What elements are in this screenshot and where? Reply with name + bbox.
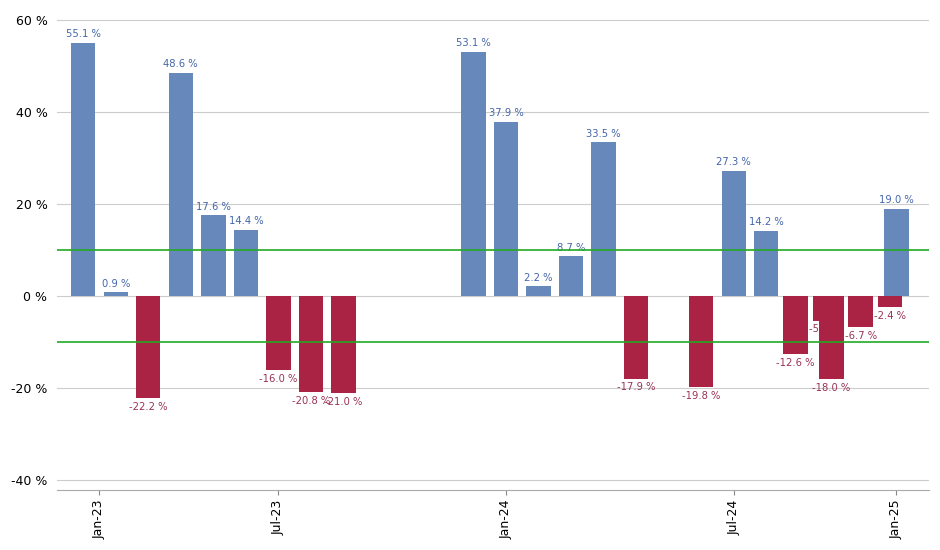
Bar (266, 296, 290, 370)
Text: -17.9 %: -17.9 % (617, 382, 655, 392)
Bar (462, 52, 486, 296)
Bar (754, 231, 778, 296)
Text: 53.1 %: 53.1 % (456, 39, 491, 48)
Text: -16.0 %: -16.0 % (259, 373, 298, 383)
Bar (689, 296, 713, 387)
Bar (624, 296, 649, 378)
Text: -18.0 %: -18.0 % (812, 383, 851, 393)
Bar (331, 296, 355, 393)
Bar (885, 209, 909, 296)
Text: 8.7 %: 8.7 % (556, 243, 586, 252)
Bar (783, 296, 807, 354)
Text: 48.6 %: 48.6 % (164, 59, 198, 69)
Text: 55.1 %: 55.1 % (66, 29, 101, 39)
Text: 14.2 %: 14.2 % (749, 217, 784, 227)
Text: 27.3 %: 27.3 % (716, 157, 751, 167)
Text: -5.3 %: -5.3 % (808, 324, 840, 334)
Bar (722, 170, 746, 296)
Bar (299, 296, 323, 392)
Bar (849, 296, 872, 327)
Text: 33.5 %: 33.5 % (587, 129, 621, 139)
Text: -6.7 %: -6.7 % (844, 331, 877, 341)
Text: -20.8 %: -20.8 % (291, 395, 330, 406)
Bar (878, 296, 902, 307)
Text: 37.9 %: 37.9 % (489, 108, 524, 118)
Bar (494, 122, 518, 296)
Text: -21.0 %: -21.0 % (324, 397, 363, 406)
Bar (103, 292, 128, 296)
Bar (201, 216, 226, 296)
Text: 19.0 %: 19.0 % (879, 195, 914, 205)
Text: 14.4 %: 14.4 % (228, 216, 263, 227)
Bar (234, 230, 258, 296)
Text: -12.6 %: -12.6 % (776, 358, 815, 368)
Text: 17.6 %: 17.6 % (196, 202, 230, 212)
Bar (559, 256, 584, 296)
Text: -19.8 %: -19.8 % (682, 391, 720, 401)
Bar (168, 73, 193, 296)
Text: -2.4 %: -2.4 % (874, 311, 906, 321)
Text: -22.2 %: -22.2 % (129, 402, 167, 412)
Bar (812, 296, 837, 321)
Bar (136, 296, 161, 398)
Bar (526, 286, 551, 296)
Bar (71, 43, 96, 296)
Bar (819, 296, 843, 379)
Text: 0.9 %: 0.9 % (102, 278, 130, 289)
Text: 2.2 %: 2.2 % (525, 273, 553, 283)
Bar (591, 142, 616, 296)
